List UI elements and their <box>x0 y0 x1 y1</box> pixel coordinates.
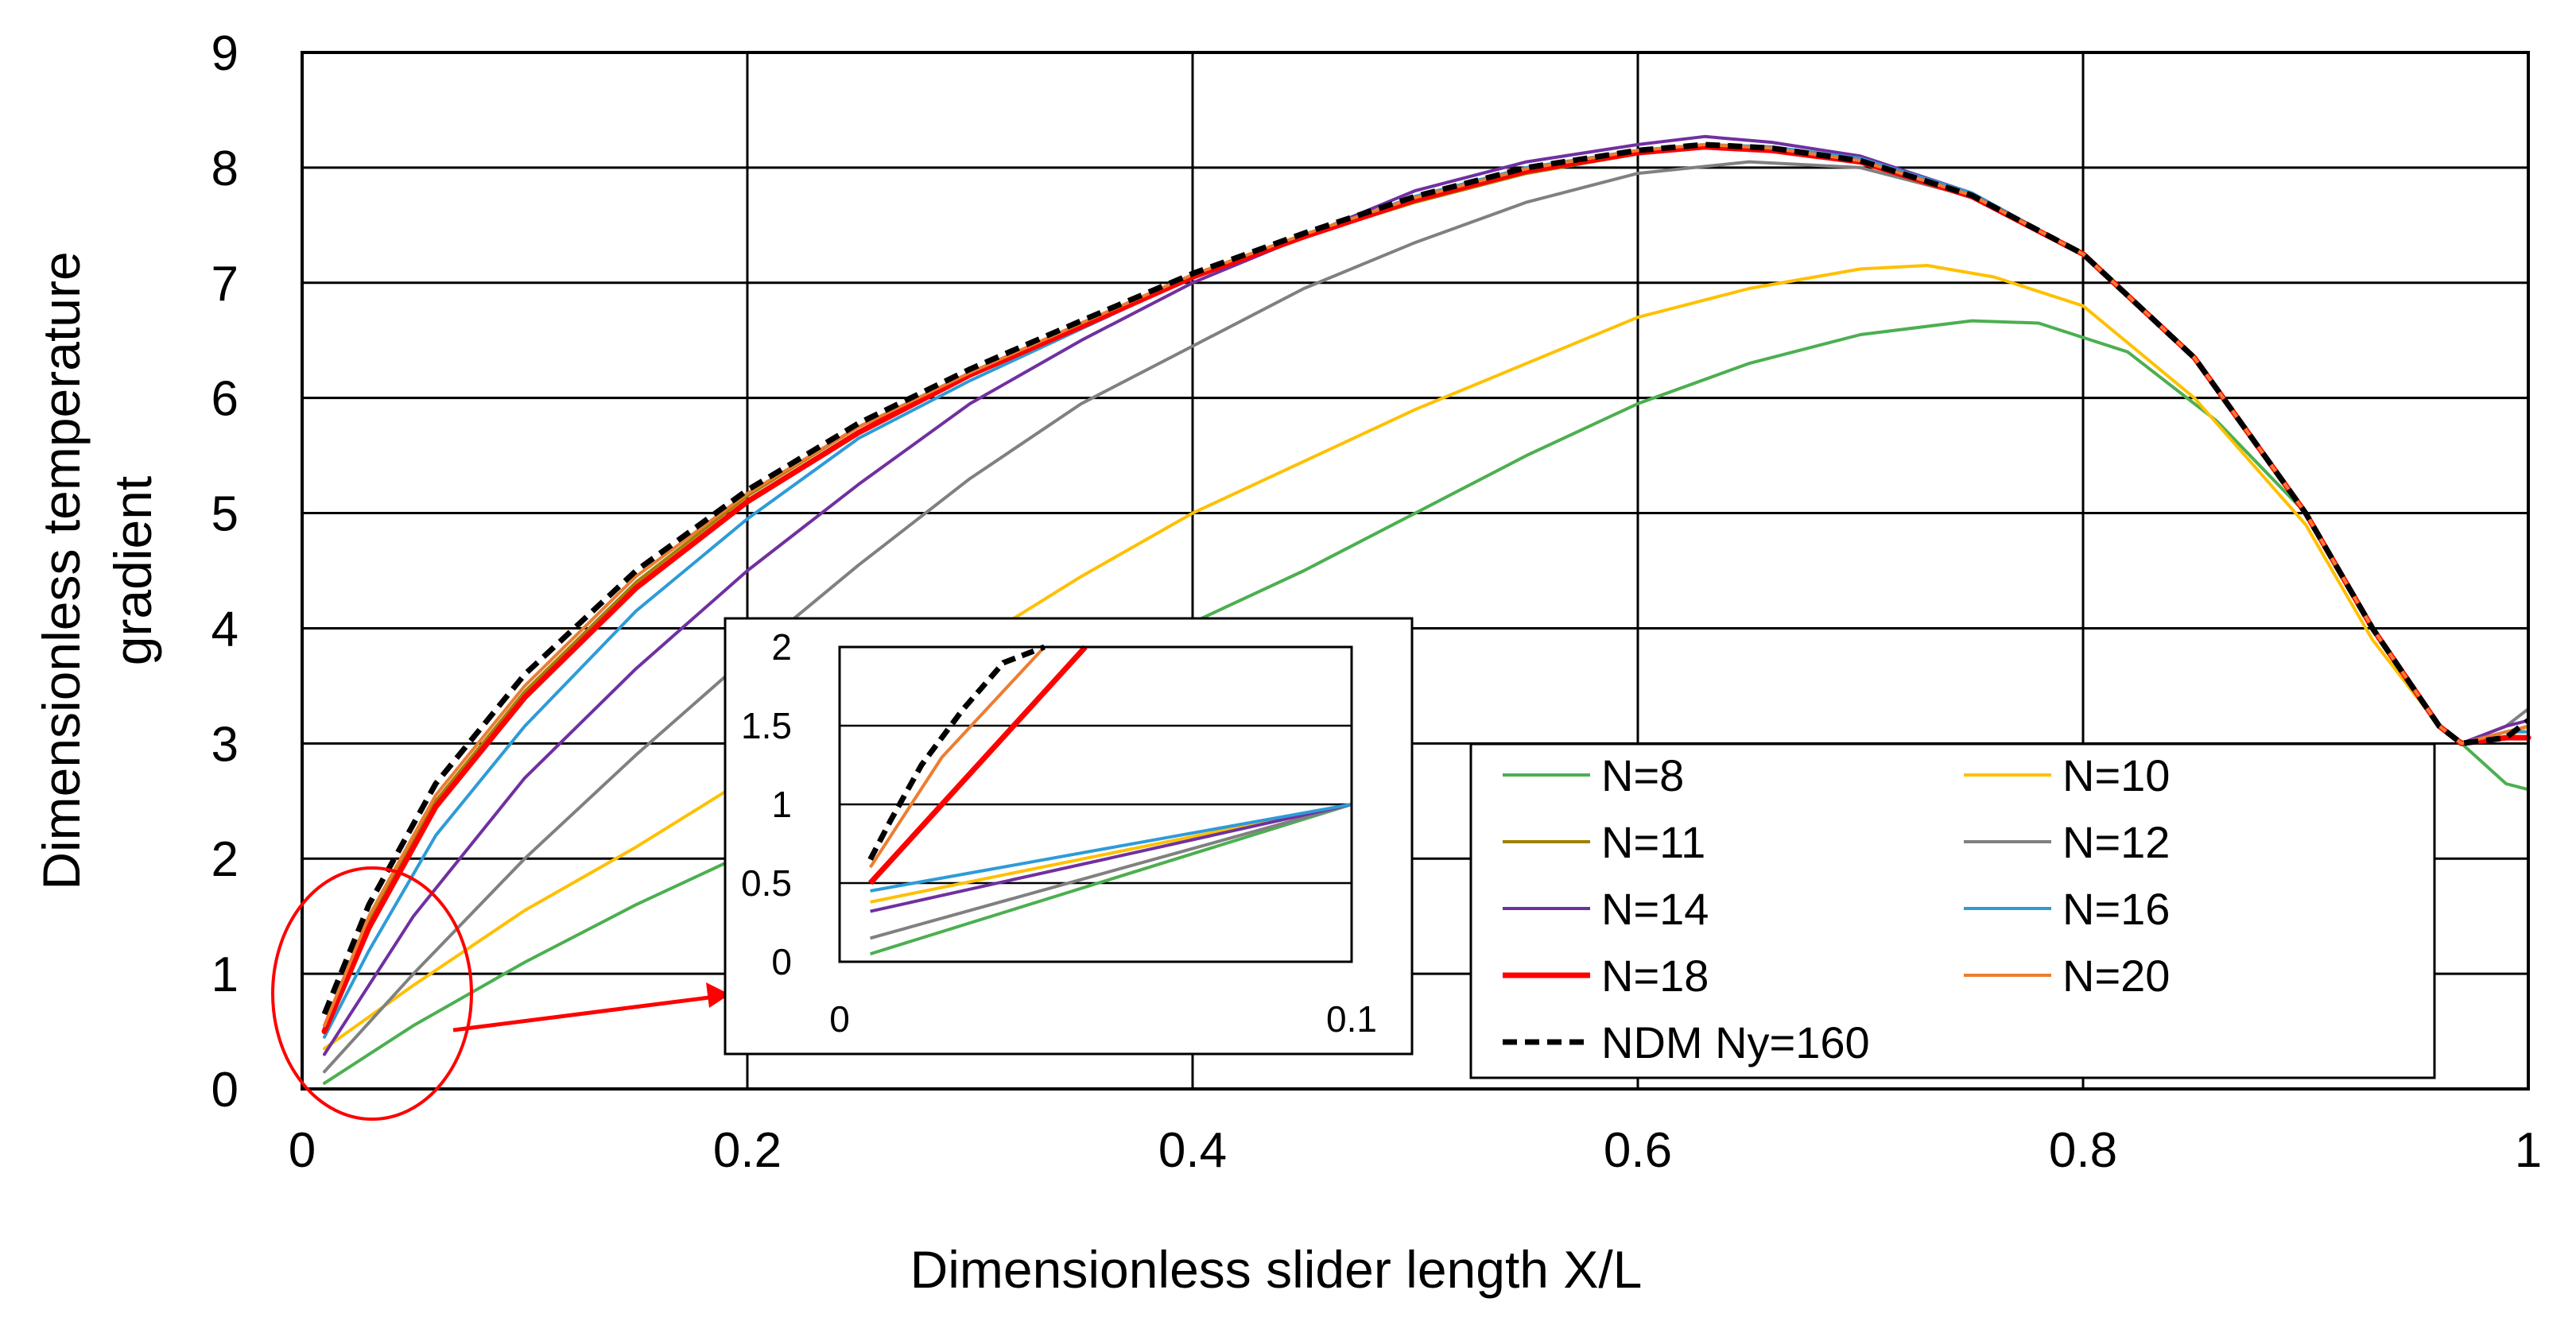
x-tick-label-0: 0 <box>289 1123 316 1178</box>
legend-label-n-16: N=16 <box>2062 884 2170 934</box>
inset-series-line-n-14 <box>870 803 1352 913</box>
inset-plot-frame <box>838 645 1353 963</box>
legend-label-n-18: N=18 <box>1601 951 1709 1001</box>
y-tick-label-0: 0 <box>211 1063 239 1118</box>
legend-label-n-11: N=11 <box>1601 817 1705 867</box>
inset-y-tick-label-2: 1 <box>771 784 792 825</box>
legend-label-n-12: N=12 <box>2062 817 2170 867</box>
y-tick-label-3: 3 <box>211 717 239 772</box>
legend-box <box>1469 742 2436 1079</box>
inset-series <box>867 644 1352 956</box>
legend-label-ndm-ny-160: NDM Ny=160 <box>1601 1017 1870 1067</box>
inset-series-line-n-8 <box>870 803 1352 956</box>
inset-x-ticks: 0 0.1 <box>829 998 1377 1040</box>
inset-x-tick-label-0: 0 <box>829 998 850 1040</box>
x-tick-label-3: 0.6 <box>1604 1123 1672 1178</box>
legend-label-n-8: N=8 <box>1601 750 1684 800</box>
x-axis-ticks: 0 0.2 0.4 0.6 0.8 1 <box>289 1123 2542 1178</box>
inset-chart: 00.511.52 0 0.1 <box>724 617 1414 1056</box>
x-tick-label-1: 0.2 <box>713 1123 782 1178</box>
inset-frame <box>724 617 1414 1056</box>
y-tick-label-9: 9 <box>211 26 239 81</box>
zoom-region-ellipse <box>271 866 473 1121</box>
inset-series-line-n-16 <box>870 803 1352 893</box>
y-tick-label-4: 4 <box>211 602 239 657</box>
x-tick-label-2: 0.4 <box>1158 1123 1227 1178</box>
y-tick-label-2: 2 <box>211 832 239 887</box>
plot-frame <box>301 51 2530 1091</box>
legend-label-n-14: N=14 <box>1601 884 1709 934</box>
y-axis-label: Dimensionless temperature gradient <box>32 251 162 889</box>
inset-series-line-n-20 <box>868 645 1046 869</box>
y-tick-label-1: 1 <box>211 947 239 1002</box>
x-tick-label-4: 0.8 <box>2049 1123 2117 1178</box>
legend: N=8 N=10 N=11 N=12 N=14 N=16 N=18 N=20 NDM Ny=16… <box>1469 742 2436 1079</box>
series-line-ndm-ny-160 <box>321 141 2531 1016</box>
inset-x-tick-label-1: 0.1 <box>1326 998 1377 1040</box>
zoom-arrow <box>452 994 716 1032</box>
y-axis-label-line1: Dimensionless temperature <box>32 251 91 889</box>
y-tick-label-8: 8 <box>211 141 239 196</box>
y-tick-label-7: 7 <box>211 257 239 312</box>
y-axis-ticks: 0 1 2 3 4 5 6 7 8 9 <box>211 26 239 1118</box>
inset-series-line-ndm-ny-160 <box>867 644 1046 861</box>
inset-series-line-n-12 <box>870 803 1352 940</box>
inset-y-tick-label-4: 2 <box>771 626 792 668</box>
y-tick-label-6: 6 <box>211 372 239 427</box>
x-tick-label-5: 1 <box>2515 1123 2542 1178</box>
legend-label-n-10: N=10 <box>2062 750 2170 800</box>
y-tick-label-5: 5 <box>211 487 239 542</box>
inset-y-tick-label-0: 0 <box>771 941 792 982</box>
legend-label-n-20: N=20 <box>2062 951 2170 1001</box>
inset-y-ticks: 0 0.5 1 1.5 2 <box>741 626 792 982</box>
zoom-arrow-head <box>706 982 730 1008</box>
x-axis-label: Dimensionless slider length X/L <box>910 1240 1643 1299</box>
inset-series-line-n-18 <box>868 645 1088 885</box>
inset-y-tick-label-3: 1.5 <box>741 705 792 746</box>
y-axis-label-line2: gradient <box>103 476 162 666</box>
inset-y-tick-label-1: 0.5 <box>741 862 792 904</box>
